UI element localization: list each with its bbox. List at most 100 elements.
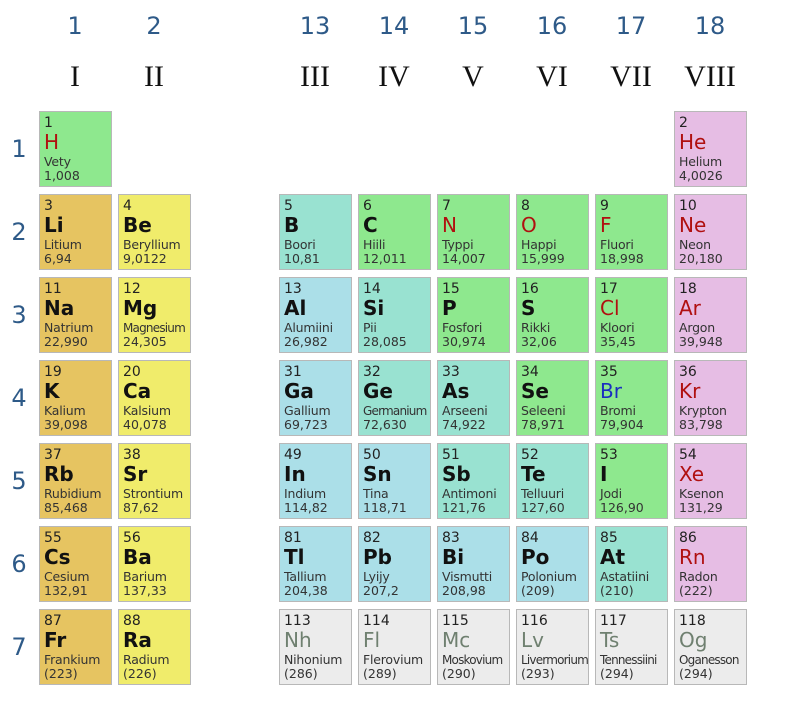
element-cell-ga[interactable]: 31 Ga Gallium 69,723 <box>279 360 352 436</box>
element-cell-n[interactable]: 7 N Typpi 14,007 <box>437 194 510 270</box>
element-cell-ra[interactable]: 88 Ra Radium (226) <box>118 609 191 685</box>
element-cell-ts[interactable]: 117 Ts Tennessiini (294) <box>595 609 668 685</box>
atomic-number: 86 <box>679 530 697 546</box>
atomic-number: 52 <box>521 447 539 463</box>
element-symbol: Ge <box>363 379 393 403</box>
element-symbol: Xe <box>679 462 705 486</box>
element-name: Tallium <box>284 569 327 584</box>
element-cell-sn[interactable]: 50 Sn Tina 118,71 <box>358 443 431 519</box>
element-cell-xe[interactable]: 54 Xe Ksenon 131,29 <box>674 443 747 519</box>
element-cell-rn[interactable]: 86 Rn Radon (222) <box>674 526 747 602</box>
element-cell-ge[interactable]: 32 Ge Germanium 72,630 <box>358 360 431 436</box>
element-cell-as[interactable]: 33 As Arseeni 74,922 <box>437 360 510 436</box>
element-cell-he[interactable]: 2 He Helium 4,0026 <box>674 111 747 187</box>
element-cell-na[interactable]: 11 Na Natrium 22,990 <box>39 277 112 353</box>
element-cell-in[interactable]: 49 In Indium 114,82 <box>279 443 352 519</box>
element-cell-sb[interactable]: 51 Sb Antimoni 121,76 <box>437 443 510 519</box>
element-name: Rubidium <box>44 486 102 501</box>
element-name: Kalium <box>44 403 86 418</box>
element-cell-og[interactable]: 118 Og Oganesson (294) <box>674 609 747 685</box>
atomic-number: 14 <box>363 281 381 297</box>
element-cell-mg[interactable]: 12 Mg Magnesium 24,305 <box>118 277 191 353</box>
element-cell-te[interactable]: 52 Te Telluuri 127,60 <box>516 443 589 519</box>
element-cell-cl[interactable]: 17 Cl Kloori 35,45 <box>595 277 668 353</box>
element-name: Frankium <box>44 652 101 667</box>
atomic-number: 9 <box>600 198 609 214</box>
element-cell-kr[interactable]: 36 Kr Krypton 83,798 <box>674 360 747 436</box>
element-name: Lyijy <box>363 569 390 584</box>
group-number-2: 2 <box>146 12 162 40</box>
element-cell-ca[interactable]: 20 Ca Kalsium 40,078 <box>118 360 191 436</box>
element-cell-tl[interactable]: 81 Tl Tallium 204,38 <box>279 526 352 602</box>
element-cell-o[interactable]: 8 O Happi 15,999 <box>516 194 589 270</box>
element-cell-h[interactable]: 1 H Vety 1,008 <box>39 111 112 187</box>
element-cell-fl[interactable]: 114 Fl Flerovium (289) <box>358 609 431 685</box>
element-cell-rb[interactable]: 37 Rb Rubidium 85,468 <box>39 443 112 519</box>
element-name: Helium <box>679 154 722 169</box>
atomic-mass: (294) <box>679 666 713 681</box>
element-symbol: Lv <box>521 628 544 652</box>
element-name: Vety <box>44 154 71 169</box>
element-symbol: Ar <box>679 296 701 320</box>
element-cell-cs[interactable]: 55 Cs Cesium 132,91 <box>39 526 112 602</box>
element-name: Kloori <box>600 320 635 335</box>
element-cell-po[interactable]: 84 Po Polonium (209) <box>516 526 589 602</box>
element-cell-se[interactable]: 34 Se Seleeni 78,971 <box>516 360 589 436</box>
element-symbol: Pb <box>363 545 392 569</box>
element-name: Barium <box>123 569 167 584</box>
element-symbol: Fl <box>363 628 381 652</box>
element-name: Antimoni <box>442 486 497 501</box>
element-cell-sr[interactable]: 38 Sr Strontium 87,62 <box>118 443 191 519</box>
element-name: Jodi <box>600 486 622 501</box>
element-symbol: Og <box>679 628 708 652</box>
element-cell-si[interactable]: 14 Si Pii 28,085 <box>358 277 431 353</box>
element-cell-p[interactable]: 15 P Fosfori 30,974 <box>437 277 510 353</box>
element-name: Bromi <box>600 403 636 418</box>
atomic-mass: 9,0122 <box>123 251 167 266</box>
element-cell-pb[interactable]: 82 Pb Lyijy 207,2 <box>358 526 431 602</box>
element-symbol: Se <box>521 379 549 403</box>
element-cell-be[interactable]: 4 Be Beryllium 9,0122 <box>118 194 191 270</box>
element-symbol: F <box>600 213 612 237</box>
element-name: Vismutti <box>442 569 493 584</box>
element-cell-f[interactable]: 9 F Fluori 18,998 <box>595 194 668 270</box>
element-cell-s[interactable]: 16 S Rikki 32,06 <box>516 277 589 353</box>
element-cell-mc[interactable]: 115 Mc Moskovium (290) <box>437 609 510 685</box>
element-cell-fr[interactable]: 87 Fr Frankium (223) <box>39 609 112 685</box>
element-cell-ar[interactable]: 18 Ar Argon 39,948 <box>674 277 747 353</box>
period-label-2: 2 <box>11 218 27 246</box>
element-symbol: P <box>442 296 457 320</box>
atomic-number: 13 <box>284 281 302 297</box>
period-label-7: 7 <box>11 633 27 661</box>
element-cell-ba[interactable]: 56 Ba Barium 137,33 <box>118 526 191 602</box>
element-cell-at[interactable]: 85 At Astatiini (210) <box>595 526 668 602</box>
atomic-mass: 74,922 <box>442 417 486 432</box>
element-cell-bi[interactable]: 83 Bi Vismutti 208,98 <box>437 526 510 602</box>
element-cell-nh[interactable]: 113 Nh Nihonium (286) <box>279 609 352 685</box>
atomic-mass: (226) <box>123 666 157 681</box>
element-cell-b[interactable]: 5 B Boori 10,81 <box>279 194 352 270</box>
element-cell-k[interactable]: 19 K Kalium 39,098 <box>39 360 112 436</box>
element-name: Kalsium <box>123 403 171 418</box>
element-cell-c[interactable]: 6 C Hiili 12,011 <box>358 194 431 270</box>
element-symbol: Rb <box>44 462 74 486</box>
element-name: Radium <box>123 652 170 667</box>
element-cell-ne[interactable]: 10 Ne Neon 20,180 <box>674 194 747 270</box>
group-number-17: 17 <box>615 12 647 40</box>
element-symbol: Nh <box>284 628 312 652</box>
element-symbol: K <box>44 379 60 403</box>
element-cell-li[interactable]: 3 Li Litium 6,94 <box>39 194 112 270</box>
group-roman-II: II <box>144 60 164 93</box>
atomic-number: 82 <box>363 530 381 546</box>
atomic-number: 32 <box>363 364 381 380</box>
atomic-number: 88 <box>123 613 141 629</box>
element-cell-al[interactable]: 13 Al Alumiini 26,982 <box>279 277 352 353</box>
element-name: Tina <box>363 486 389 501</box>
element-cell-br[interactable]: 35 Br Bromi 79,904 <box>595 360 668 436</box>
element-cell-i[interactable]: 53 I Jodi 126,90 <box>595 443 668 519</box>
element-cell-lv[interactable]: 116 Lv Livermorium (293) <box>516 609 589 685</box>
atomic-number: 53 <box>600 447 618 463</box>
element-symbol: O <box>521 213 537 237</box>
atomic-number: 118 <box>679 613 706 629</box>
atomic-mass: 1,008 <box>44 168 80 183</box>
